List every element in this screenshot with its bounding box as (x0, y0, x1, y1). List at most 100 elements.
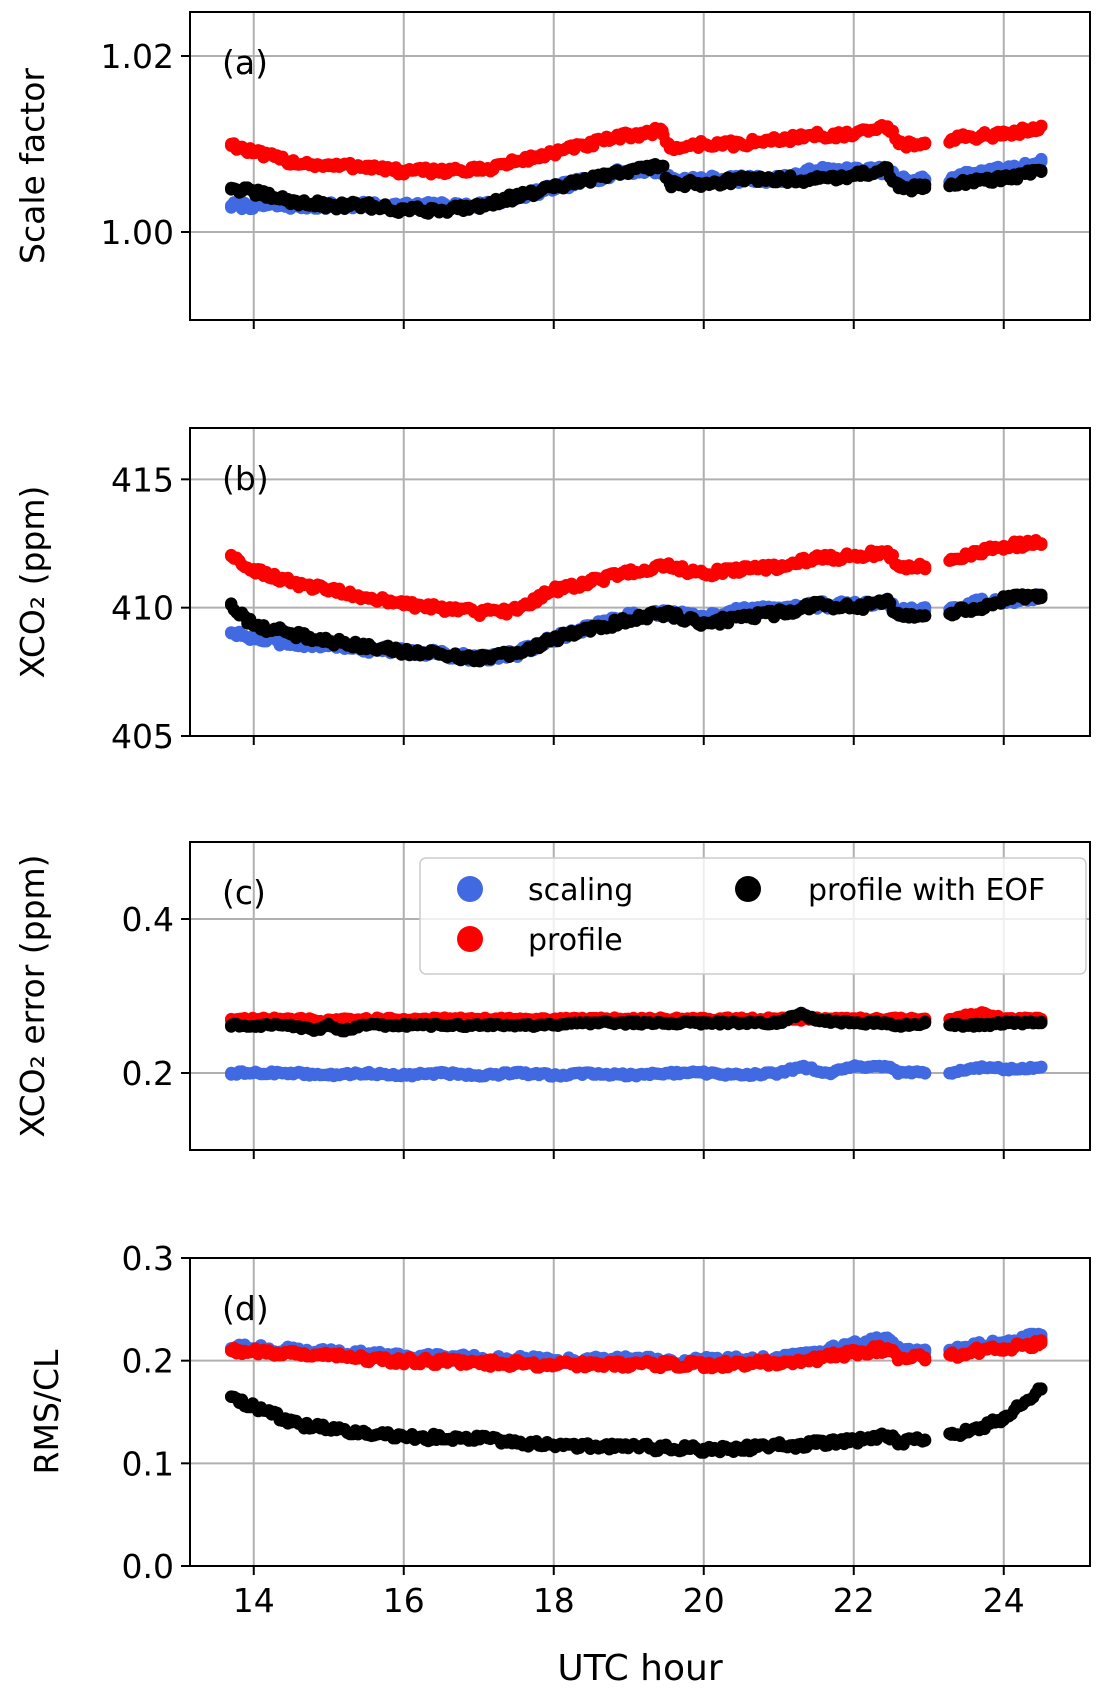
data-point (472, 1432, 485, 1445)
data-point (510, 1357, 523, 1370)
data-point (435, 1355, 448, 1368)
data-point (510, 190, 523, 203)
data-point (772, 173, 785, 186)
data-point (735, 137, 748, 151)
data-point (892, 1436, 905, 1450)
data-point (510, 1019, 523, 1032)
data-point (735, 1069, 748, 1082)
data-point (918, 181, 932, 195)
data-point (1035, 1060, 1048, 1074)
panel-b-ylabel: XCO₂ (ppm) (13, 486, 52, 679)
data-point (547, 1438, 560, 1452)
legend-marker-profile-eof (735, 876, 761, 902)
data-point (322, 1019, 335, 1032)
data-point (360, 1428, 373, 1441)
y-tick-label: 405 (111, 717, 174, 756)
data-point (510, 1066, 523, 1080)
series-scaling (225, 1059, 1048, 1083)
data-point (918, 560, 932, 573)
data-point (892, 181, 905, 195)
data-point (322, 1349, 335, 1362)
data-point (881, 1331, 894, 1345)
panel-a-ylabel: Scale factor (13, 68, 52, 264)
data-point (622, 129, 635, 142)
data-point (247, 186, 260, 199)
x-tick-label: 22 (833, 1581, 875, 1620)
data-point (772, 1356, 785, 1369)
data-point (285, 575, 298, 589)
data-point (1035, 588, 1048, 601)
data-point (795, 1006, 808, 1020)
data-point (510, 1435, 523, 1449)
panel-d-label: (d) (222, 1289, 269, 1328)
legend-marker-profile (457, 926, 483, 952)
data-point (247, 1400, 260, 1414)
panel-a-points (225, 119, 1048, 220)
data-point (435, 164, 448, 177)
data-point (472, 199, 485, 212)
data-point (585, 1439, 598, 1453)
data-point (945, 606, 958, 619)
legend: scaling profile profile with EOF (419, 857, 1087, 975)
data-point (997, 1410, 1010, 1424)
data-point (810, 173, 823, 186)
panel-d-ylabel: RMS/CL (27, 1349, 66, 1475)
panel-b-label: (b) (222, 459, 269, 498)
data-point (975, 545, 988, 558)
data-point (247, 619, 260, 632)
panel-d-frame (189, 1257, 1091, 1567)
data-point (772, 133, 785, 146)
data-point (322, 634, 335, 648)
data-point (285, 1066, 298, 1080)
legend-label-scaling: scaling (528, 873, 633, 908)
panel-c-ylabel: XCO₂ error (ppm) (13, 854, 52, 1137)
data-point (997, 1342, 1010, 1355)
data-point (697, 1016, 710, 1030)
data-point (322, 583, 335, 596)
data-point (225, 1019, 238, 1032)
data-point (656, 159, 669, 173)
data-point (810, 129, 823, 142)
panel-c-label: (c) (222, 873, 266, 912)
data-point (622, 1069, 635, 1082)
data-point (247, 199, 260, 212)
panel-b-ticks: 405 410 415 (111, 460, 1005, 756)
data-point (975, 1019, 988, 1032)
data-point (547, 583, 560, 596)
data-point (772, 560, 785, 573)
data-point (945, 552, 958, 566)
data-point (435, 647, 448, 661)
data-point (997, 1063, 1010, 1076)
data-point (585, 1016, 598, 1030)
data-point (975, 173, 988, 186)
panel-d-points (225, 1327, 1048, 1459)
data-point (697, 1442, 710, 1456)
data-point (225, 137, 238, 151)
data-point (225, 550, 238, 563)
data-point (975, 1060, 988, 1074)
data-point (225, 1344, 238, 1357)
data-point (1035, 120, 1048, 133)
data-point (663, 142, 677, 155)
data-point (772, 1016, 785, 1030)
data-point (881, 164, 894, 177)
data-point (975, 129, 988, 142)
data-point (360, 1019, 373, 1032)
data-point (472, 1356, 485, 1369)
data-point (847, 601, 860, 614)
panel-a-frame (189, 11, 1091, 321)
data-point (735, 1016, 748, 1030)
data-point (825, 1066, 838, 1080)
x-tick-label: 24 (983, 1581, 1025, 1620)
data-point (892, 609, 905, 622)
data-point (810, 1437, 823, 1451)
data-point (918, 1351, 932, 1364)
data-point (285, 195, 298, 208)
data-point (225, 181, 238, 195)
data-point (547, 181, 560, 195)
data-point (397, 203, 410, 217)
x-tick-label: 16 (383, 1581, 425, 1620)
series-profile-with-EOF (225, 1382, 1048, 1459)
y-tick-label: 0.0 (122, 1547, 174, 1586)
panel-d: 0.0 0.1 0.2 0.3 (d) RMS/CL (27, 1239, 1091, 1586)
